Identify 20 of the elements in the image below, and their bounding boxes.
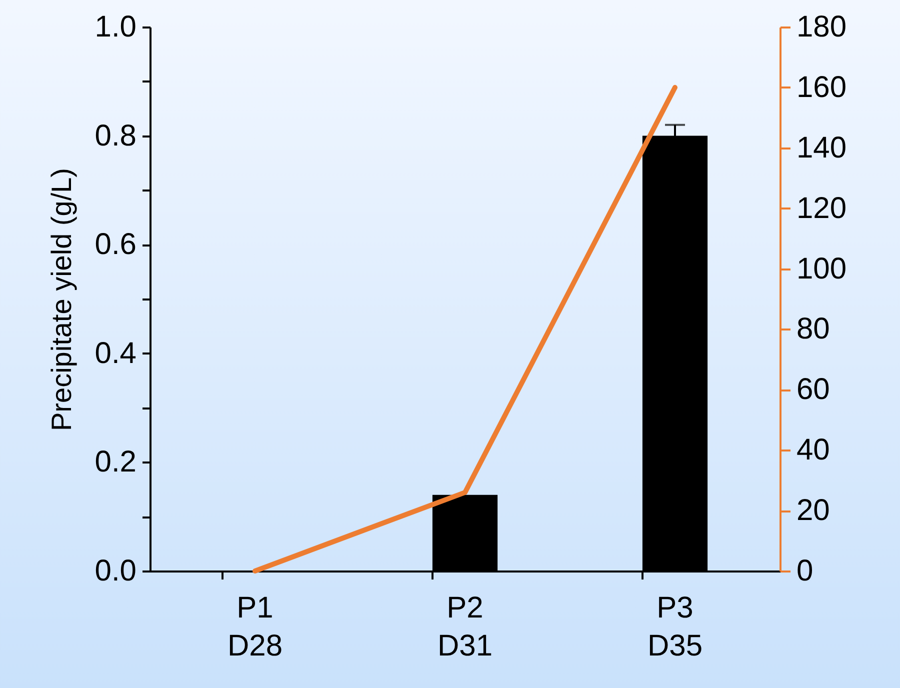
x-tick-label: P3 D35 bbox=[647, 592, 703, 662]
y2-tick-label: 100 bbox=[796, 252, 847, 286]
y-tick-label: 1.0 bbox=[94, 10, 136, 44]
x-tick-label: P2 D31 bbox=[437, 592, 493, 662]
y-tick-label: 0.6 bbox=[94, 228, 136, 262]
y2-tick-label: 140 bbox=[796, 131, 847, 164]
y2-tick-label: 80 bbox=[796, 312, 830, 346]
y2-tick-label: 120 bbox=[796, 192, 847, 225]
y-tick-label: 0.4 bbox=[94, 336, 136, 370]
y2-tick-label: 180 bbox=[796, 10, 847, 44]
y-tick-label: 0.2 bbox=[94, 446, 136, 479]
y2-tick-label: 60 bbox=[796, 373, 830, 406]
y-tick-label: 0.8 bbox=[94, 119, 136, 152]
y2-tick-label: 160 bbox=[796, 70, 847, 104]
y2-tick-label: 0 bbox=[796, 554, 814, 588]
y-tick-label: 0.0 bbox=[94, 554, 136, 588]
y2-tick-label: 40 bbox=[796, 434, 830, 467]
y2-tick-label: 20 bbox=[796, 494, 830, 528]
x-tick-label: P1 D28 bbox=[227, 592, 283, 662]
y-axis-title: Precipitate yield (g/L) bbox=[46, 168, 77, 432]
